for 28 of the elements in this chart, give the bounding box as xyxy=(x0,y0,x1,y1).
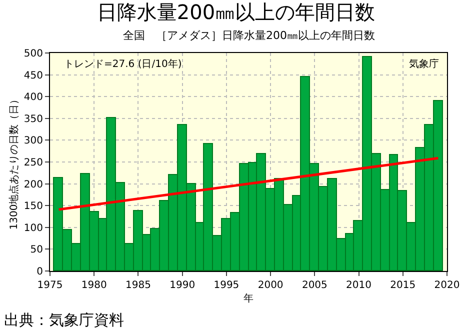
x-tick-label: 2020 xyxy=(434,280,460,291)
x-tick-label: 2005 xyxy=(302,280,328,291)
y-tick-label: 50 xyxy=(30,244,43,256)
x-tick-label: 1990 xyxy=(170,280,196,291)
y-tick-label: 100 xyxy=(24,222,43,234)
x-tick-label: 1975 xyxy=(37,280,63,291)
y-tick-label: 400 xyxy=(24,92,43,104)
source-note: 出典：気象庁資料 xyxy=(4,311,124,329)
y-tick-label: 500 xyxy=(24,48,43,60)
y-tick-label: 350 xyxy=(24,114,43,125)
x-tick-label: 2000 xyxy=(258,280,284,291)
y-tick-label: 0 xyxy=(36,266,43,278)
y-tick-label: 150 xyxy=(24,201,43,212)
x-tick-label: 1995 xyxy=(214,280,240,291)
chart-subtitle: 全国 ［アメダス］日降水量200㎜以上の年間日数 xyxy=(123,29,375,42)
x-tick-label: 1985 xyxy=(125,280,151,291)
x-tick-label: 2015 xyxy=(390,280,416,291)
x-tick-label: 1980 xyxy=(81,280,107,291)
x-axis-title: 年 xyxy=(244,292,254,304)
y-tick-label: 450 xyxy=(24,70,43,82)
annotation: 気象庁 xyxy=(409,58,439,70)
y-axis-title: 1300地点あたりの日数（日） xyxy=(8,94,20,230)
annotation: トレンド=27.6 (日/10年) xyxy=(64,58,182,70)
y-tick-label: 250 xyxy=(24,158,43,168)
x-tick-label: 2010 xyxy=(346,280,372,291)
y-tick-label: 200 xyxy=(24,179,43,190)
y-tick-label: 300 xyxy=(24,136,43,147)
chart-title: 日降水量200㎜以上の年間日数 xyxy=(96,0,376,24)
